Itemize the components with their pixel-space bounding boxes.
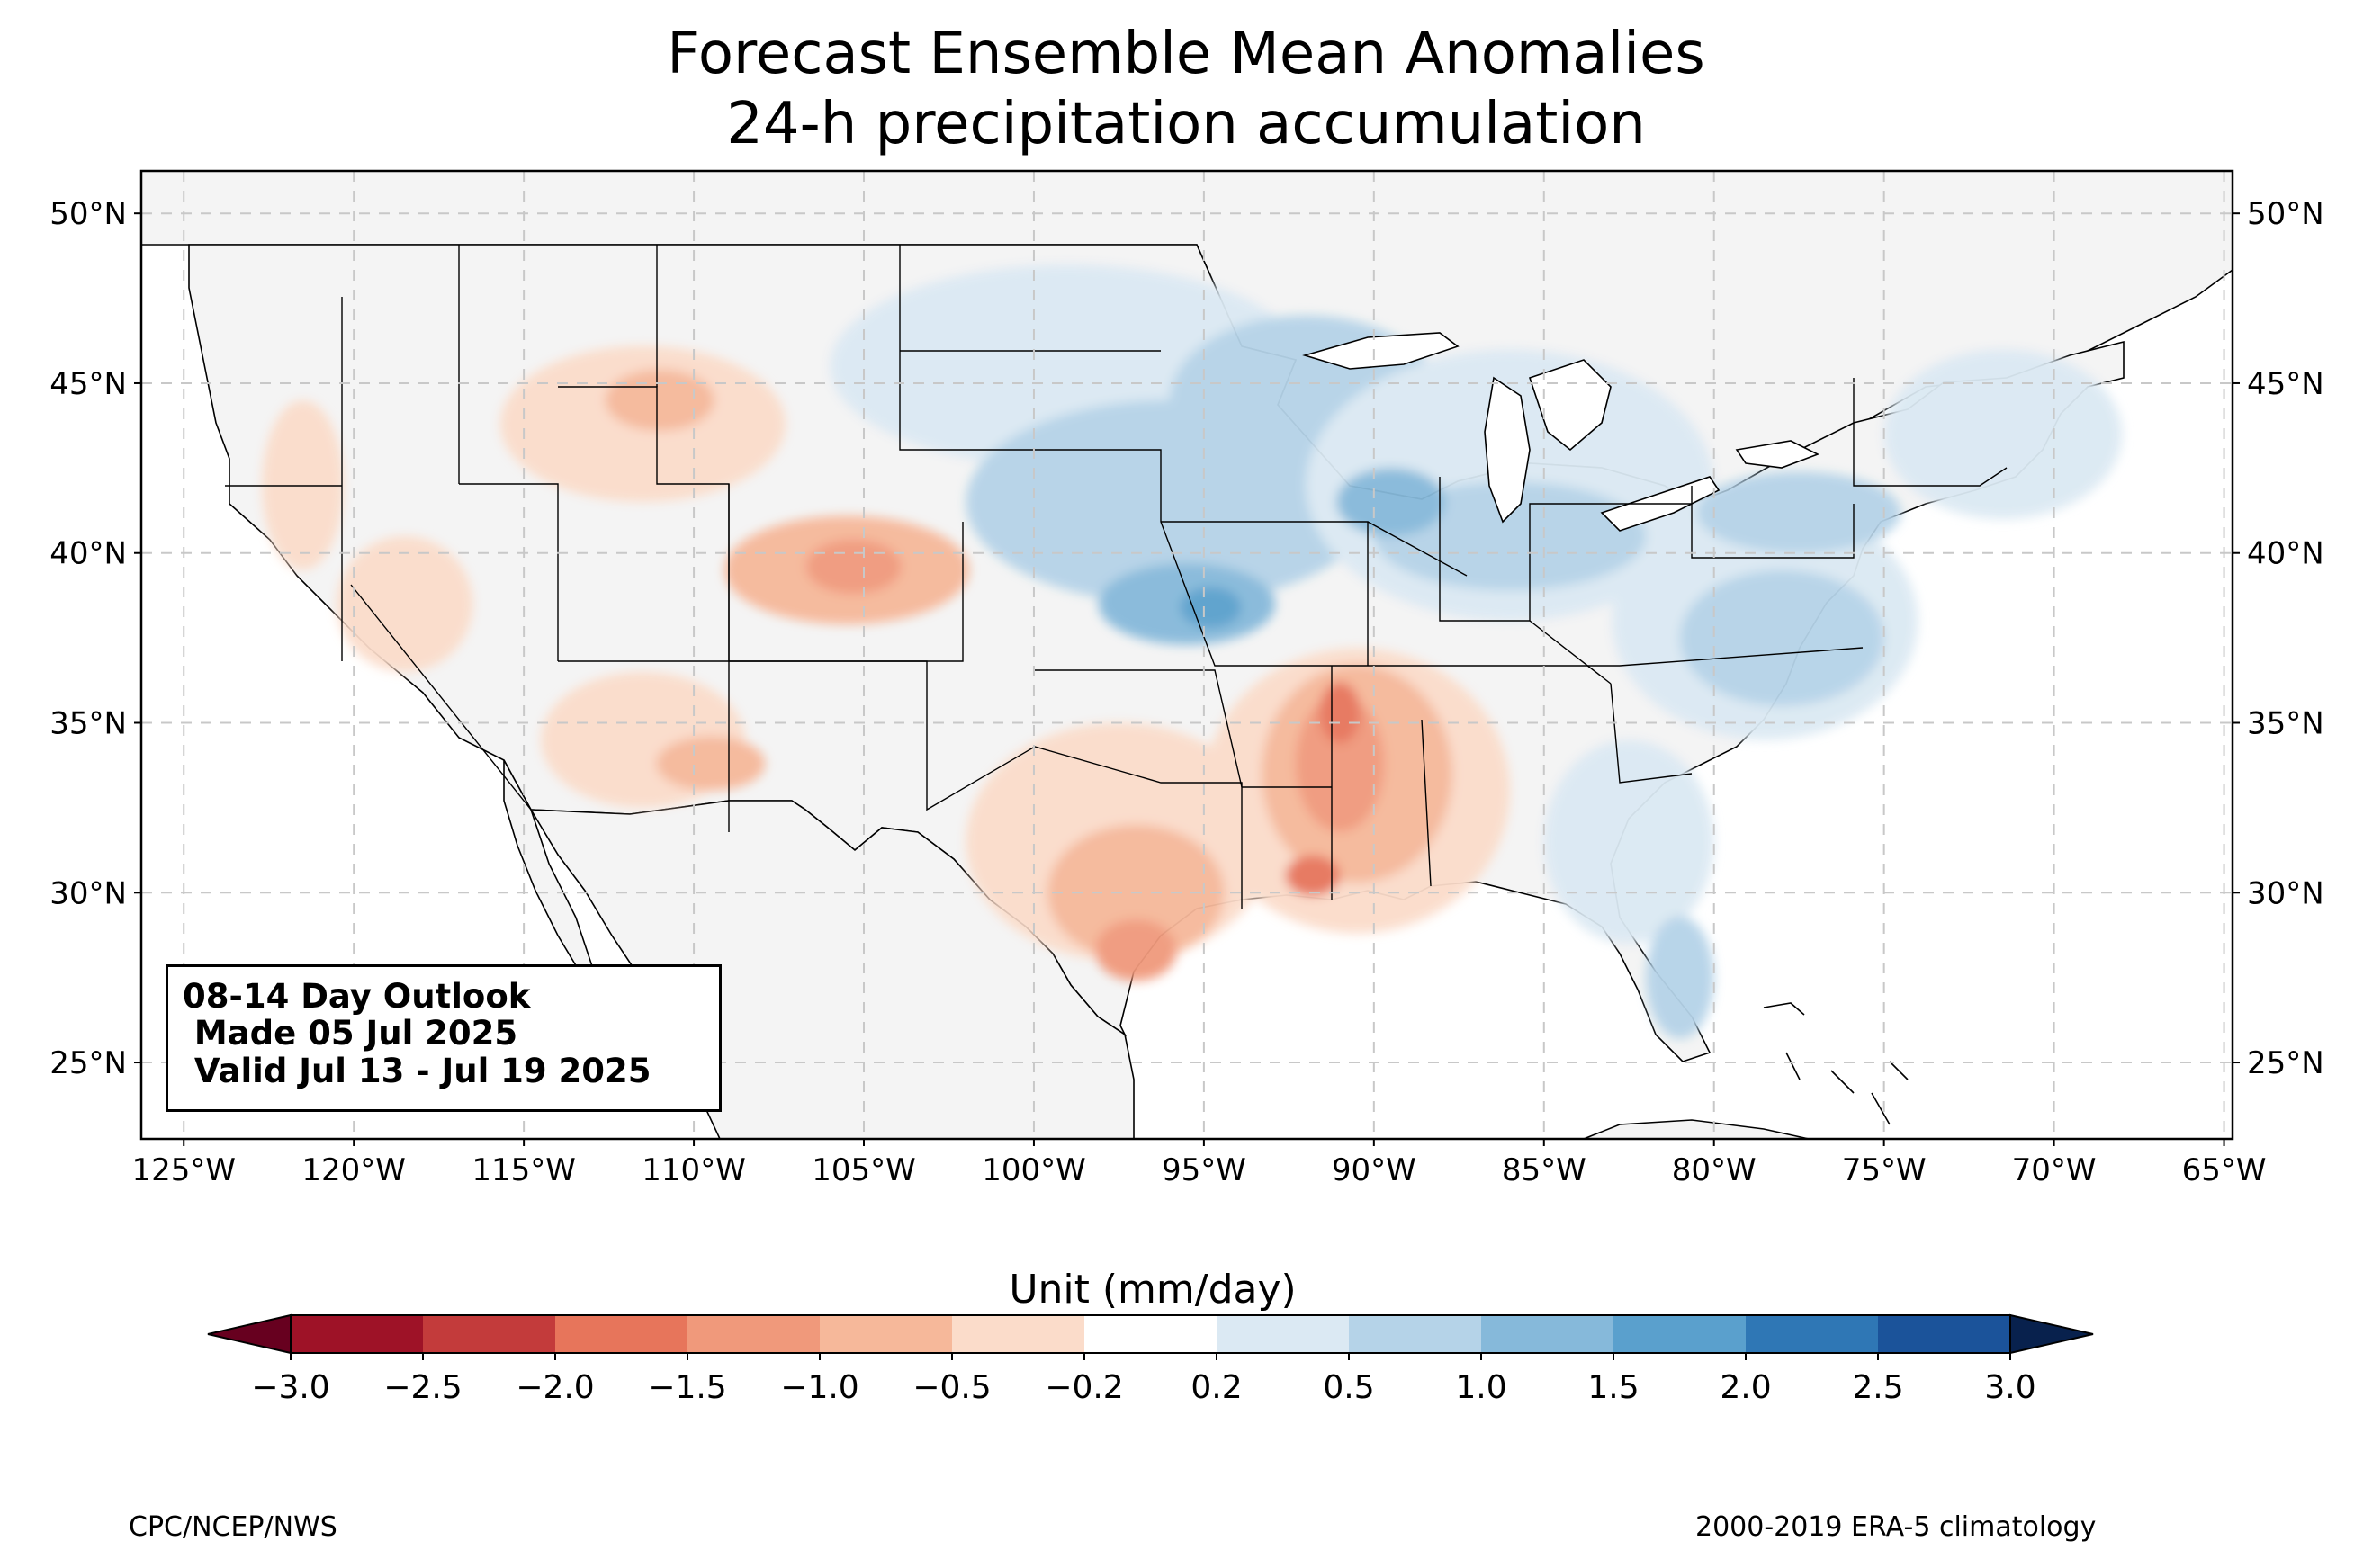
map-axis-ticks: 125°W 120°W 115°W 110°W 105°W 100°W 95°W 90°W 85… [49,196,2323,1188]
colorbar-segment [1878,1315,2011,1353]
anomaly-region-southeast-wet [1543,739,1714,944]
lat-tick-label-left: 30°N [49,875,127,911]
outlook-made-date: Made 05 Jul 2025 [183,1014,518,1053]
lat-tick-label-right: 30°N [2247,875,2324,911]
cuba-land [1583,1119,1810,1139]
lat-tick-label-right: 35°N [2247,706,2324,742]
colorbar-frame [290,1314,2011,1354]
colorbar-tick-label: −3.0 [251,1369,329,1406]
lon-tick-label: 95°W [1162,1152,1246,1188]
colorbar-under-arrow [207,1313,292,1355]
lon-tick-label: 105°W [812,1152,916,1188]
lon-tick-label: 80°W [1672,1152,1757,1188]
anomaly-region-arizona-dry [656,736,766,792]
lon-tick-label: 75°W [1842,1152,1927,1188]
colorbar-tick-label: 1.0 [1455,1369,1506,1406]
lon-tick-label: 85°W [1502,1152,1586,1188]
lon-tick-label: 65°W [2182,1152,2267,1188]
lat-tick-label-left: 50°N [49,196,127,232]
colorbar-tick-label: −2.5 [383,1369,462,1406]
chart-subtitle: 24-h precipitation accumulation [726,91,1646,157]
anomaly-region-illinois-wet [1336,468,1446,536]
lon-tick-label: 90°W [1332,1152,1416,1188]
chart-title: Forecast Ensemble Mean Anomalies [667,21,1705,87]
credit-source: CPC/NCEP/NWS [129,1511,337,1543]
state-boundaries [225,245,2008,909]
anomaly-region-northern-rockies-dry-core [605,369,714,431]
lat-tick-label-right: 45°N [2247,366,2324,402]
credit-climatology: 2000-2019 ERA-5 climatology [1695,1511,2097,1543]
colorbar-segment [1349,1315,1482,1353]
colorbar-segment [1481,1315,1614,1353]
colorbar-tick-label: 2.5 [1852,1369,1903,1406]
anomaly-region-colorado-dry-core [805,539,902,595]
colorbar-tick-label: −1.5 [648,1369,726,1406]
lon-tick-label: 100°W [982,1152,1086,1188]
colorbar-tick-label: −1.0 [780,1369,858,1406]
anomaly-region-texas-coast-dry [1094,919,1177,981]
colorbar-segment [820,1315,953,1353]
map-gridlines [141,171,2233,1139]
colorbar-over-arrow [2009,1313,2094,1355]
colorbar-segment [291,1315,424,1353]
anomaly-region-florida-wet [1646,916,1714,1039]
anomaly-region-pennsylvania-wet [1696,471,1901,553]
lon-tick-label: 120°W [301,1152,406,1188]
lat-tick-label-left: 45°N [49,366,127,402]
colorbar-tick-label: −0.5 [912,1369,991,1406]
lon-tick-label: 70°W [2012,1152,2097,1188]
lat-tick-label-left: 35°N [49,706,127,742]
colorbar-tick-label: 0.5 [1323,1369,1374,1406]
colorbar-tick-label: 0.2 [1190,1369,1242,1406]
anomaly-region-arkansas-dry-core [1319,682,1361,744]
anomaly-region-pacific-nw-dry [262,399,344,570]
colorbar-tick-label: 1.5 [1587,1369,1639,1406]
colorbar-segment [555,1315,688,1353]
lon-tick-label: 110°W [642,1152,746,1188]
anomaly-region-lower-mississippi-dry-core [1295,695,1385,832]
colorbar-segment [1613,1315,1747,1353]
colorbar-segment [687,1315,821,1353]
lat-tick-label-right: 25°N [2247,1045,2324,1081]
map-frame [139,169,2234,1141]
colorbar-label: Unit (mm/day) [1009,1267,1297,1313]
lat-tick-label-right: 40°N [2247,536,2324,572]
lat-tick-label-left: 25°N [49,1045,127,1081]
outlook-valid-range: Valid Jul 13 - Jul 19 2025 [183,1051,651,1090]
colorbar-tick-label: −0.2 [1045,1369,1123,1406]
colorbar-tick-label: 2.0 [1720,1369,1771,1406]
anomaly-region-new-england-wet [1883,349,2123,519]
colorbar-segment [1084,1315,1217,1353]
lat-tick-label-right: 50°N [2247,196,2324,232]
colorbar-tick-label: −2.0 [516,1369,594,1406]
colorbar: −3.0 −2.5 −2.0 −1.5 −1.0 −0.5 −0.2 0.2 0.5 1.0 1.5… [207,1313,2094,1406]
colorbar-segment [423,1315,556,1353]
anomaly-region-louisiana-dry-core [1285,855,1341,897]
bahamas-land [1763,1002,1909,1125]
colorbar-segment [1746,1315,1879,1353]
colorbar-segment [952,1315,1085,1353]
outlook-info-box: 08-14 Day Outlook Made 05 Jul 2025 Valid… [166,964,722,1112]
lon-tick-label: 115°W [472,1152,576,1188]
lat-tick-label-left: 40°N [49,536,127,572]
colorbar-segment [1217,1315,1350,1353]
lon-tick-label: 125°W [131,1152,236,1188]
outlook-period-label: 08-14 Day Outlook [183,977,531,1016]
anomaly-shading [262,264,2123,1039]
anomaly-region-kansas-wet-max [1180,587,1242,628]
anomaly-region-virginia-wet [1679,569,1884,706]
anomaly-region-great-basin-dry [337,535,473,672]
colorbar-tick-label: 3.0 [1984,1369,2035,1406]
